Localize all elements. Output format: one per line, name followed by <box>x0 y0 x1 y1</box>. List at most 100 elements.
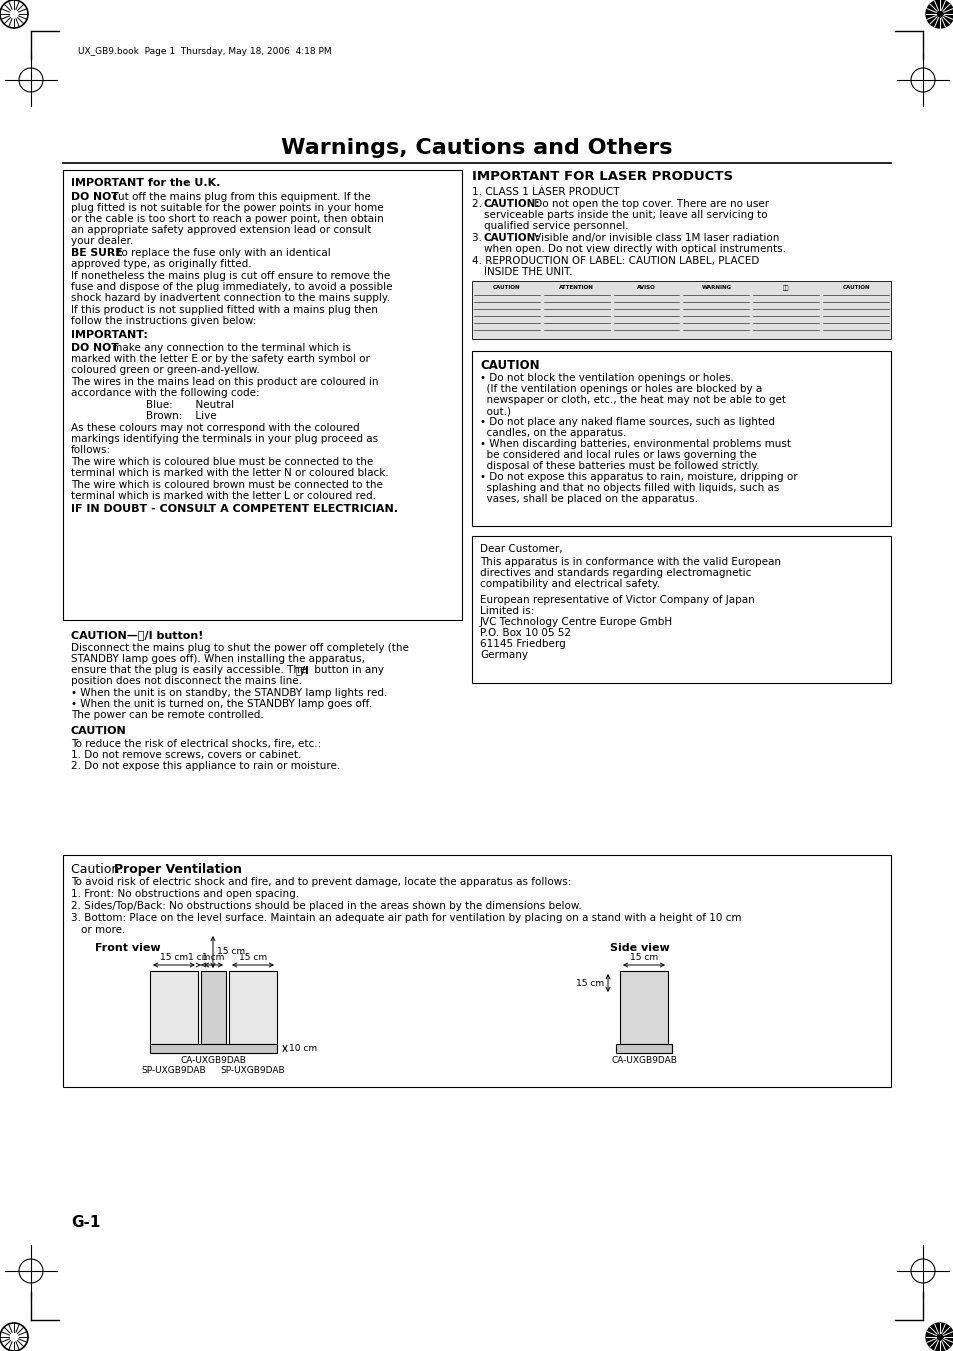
Text: 1. Front: No obstructions and open spacing.: 1. Front: No obstructions and open spaci… <box>71 889 299 898</box>
Text: vases, shall be placed on the apparatus.: vases, shall be placed on the apparatus. <box>479 494 698 504</box>
Text: or the cable is too short to reach a power point, then obtain: or the cable is too short to reach a pow… <box>71 213 383 224</box>
Text: position does not disconnect the mains line.: position does not disconnect the mains l… <box>71 676 302 686</box>
Text: Side view: Side view <box>609 943 669 952</box>
Text: coloured green or green-and-yellow.: coloured green or green-and-yellow. <box>71 365 259 376</box>
Text: when open. Do not view directly with optical instruments.: when open. Do not view directly with opt… <box>483 245 785 254</box>
Text: splashing and that no objects filled with liquids, such as: splashing and that no objects filled wit… <box>479 484 779 493</box>
Text: CAUTION: CAUTION <box>479 359 539 372</box>
Text: marked with the letter E or by the safety earth symbol or: marked with the letter E or by the safet… <box>71 354 370 363</box>
Bar <box>201 971 226 1044</box>
Text: BE SURE: BE SURE <box>71 249 123 258</box>
Text: IMPORTANT:: IMPORTANT: <box>71 330 148 340</box>
Text: To avoid risk of electric shock and fire, and to prevent damage, locate the appa: To avoid risk of electric shock and fire… <box>71 877 571 888</box>
Circle shape <box>925 1323 953 1351</box>
Bar <box>472 351 890 526</box>
Text: 1 cm: 1 cm <box>202 952 225 962</box>
Text: STANDBY lamp goes off). When installing the apparatus,: STANDBY lamp goes off). When installing … <box>71 654 365 663</box>
Text: Front view: Front view <box>95 943 160 952</box>
Text: 4. REPRODUCTION OF LABEL: CAUTION LABEL, PLACED: 4. REPRODUCTION OF LABEL: CAUTION LABEL,… <box>472 255 759 266</box>
Text: 3. Bottom: Place on the level surface. Maintain an adequate air path for ventila: 3. Bottom: Place on the level surface. M… <box>71 913 740 923</box>
Bar <box>63 170 461 620</box>
Text: Proper Ventilation: Proper Ventilation <box>113 863 242 875</box>
Text: • Do not expose this apparatus to rain, moisture, dripping or: • Do not expose this apparatus to rain, … <box>479 471 797 482</box>
Text: CAUTION:: CAUTION: <box>483 199 540 209</box>
Text: JVC Technology Centre Europe GmbH: JVC Technology Centre Europe GmbH <box>479 617 673 627</box>
Text: CAUTION—⏻/I button!: CAUTION—⏻/I button! <box>71 630 203 640</box>
Text: UX_GB9.book  Page 1  Thursday, May 18, 2006  4:18 PM: UX_GB9.book Page 1 Thursday, May 18, 200… <box>78 47 332 57</box>
Text: newspaper or cloth, etc., the heat may not be able to get: newspaper or cloth, etc., the heat may n… <box>479 394 785 405</box>
Text: • When discarding batteries, environmental problems must: • When discarding batteries, environment… <box>479 439 790 449</box>
Text: 15 cm: 15 cm <box>629 952 658 962</box>
Text: disposal of these batteries must be followed strictly.: disposal of these batteries must be foll… <box>479 461 759 471</box>
Text: • When the unit is on standby, the STANDBY lamp lights red.: • When the unit is on standby, the STAND… <box>71 688 387 698</box>
Text: If this product is not supplied fitted with a mains plug then: If this product is not supplied fitted w… <box>71 305 377 315</box>
Text: 15 cm: 15 cm <box>216 947 245 957</box>
Text: CA-UXGB9DAB: CA-UXGB9DAB <box>611 1056 677 1065</box>
Text: DO NOT: DO NOT <box>71 192 118 203</box>
Text: Disconnect the mains plug to shut the power off completely (the: Disconnect the mains plug to shut the po… <box>71 643 409 653</box>
Text: G-1: G-1 <box>71 1215 100 1229</box>
Text: 10 cm: 10 cm <box>289 1044 316 1052</box>
Text: This apparatus is in conformance with the valid European: This apparatus is in conformance with th… <box>479 557 781 567</box>
Text: 1. CLASS 1 LASER PRODUCT: 1. CLASS 1 LASER PRODUCT <box>472 186 618 197</box>
Text: 1 cm: 1 cm <box>188 952 211 962</box>
Text: WARNING: WARNING <box>700 285 731 290</box>
Text: or more.: or more. <box>81 925 125 935</box>
Text: fuse and dispose of the plug immediately, to avoid a possible: fuse and dispose of the plug immediately… <box>71 282 392 292</box>
Text: approved type, as originally fitted.: approved type, as originally fitted. <box>71 259 252 269</box>
Text: 3.: 3. <box>472 232 485 243</box>
Text: markings identifying the terminals in your plug proceed as: markings identifying the terminals in yo… <box>71 434 377 444</box>
Text: 2. Sides/Top/Back: No obstructions should be placed in the areas shown by the di: 2. Sides/Top/Back: No obstructions shoul… <box>71 901 581 911</box>
Text: P.O. Box 10 05 52: P.O. Box 10 05 52 <box>479 628 571 638</box>
Text: • Do not place any naked flame sources, such as lighted: • Do not place any naked flame sources, … <box>479 417 774 427</box>
Text: 15 cm: 15 cm <box>160 952 188 962</box>
Text: If nonetheless the mains plug is cut off ensure to remove the: If nonetheless the mains plug is cut off… <box>71 272 390 281</box>
Text: serviceable parts inside the unit; leave all servicing to: serviceable parts inside the unit; leave… <box>483 209 767 220</box>
Text: Warnings, Cautions and Others: Warnings, Cautions and Others <box>281 138 672 158</box>
Text: As these colours may not correspond with the coloured: As these colours may not correspond with… <box>71 423 359 434</box>
Text: • Do not block the ventilation openings or holes.: • Do not block the ventilation openings … <box>479 373 733 382</box>
Text: INSIDE THE UNIT.: INSIDE THE UNIT. <box>483 267 572 277</box>
Circle shape <box>925 0 953 28</box>
Text: Blue:       Neutral: Blue: Neutral <box>146 400 233 409</box>
Text: qualified service personnel.: qualified service personnel. <box>483 222 628 231</box>
Text: be considered and local rules or laws governing the: be considered and local rules or laws go… <box>479 450 756 459</box>
Text: The wires in the mains lead on this product are coloured in: The wires in the mains lead on this prod… <box>71 377 378 386</box>
Text: ATTENTION: ATTENTION <box>558 285 594 290</box>
Text: your dealer.: your dealer. <box>71 236 133 246</box>
Text: CAUTION:: CAUTION: <box>483 232 540 243</box>
Text: 注意: 注意 <box>782 285 789 290</box>
Text: candles, on the apparatus.: candles, on the apparatus. <box>479 428 626 438</box>
Text: cut off the mains plug from this equipment. If the: cut off the mains plug from this equipme… <box>109 192 371 203</box>
Text: Germany: Germany <box>479 650 527 661</box>
Text: compatibility and electrical safety.: compatibility and electrical safety. <box>479 580 659 589</box>
Text: IMPORTANT for the U.K.: IMPORTANT for the U.K. <box>71 178 220 188</box>
Text: terminal which is marked with the letter L or coloured red.: terminal which is marked with the letter… <box>71 490 375 501</box>
Text: ensure that the plug is easily accessible. The: ensure that the plug is easily accessibl… <box>71 665 310 676</box>
Text: CA-UXGB9DAB: CA-UXGB9DAB <box>180 1056 246 1065</box>
Text: accordance with the following code:: accordance with the following code: <box>71 388 259 399</box>
Text: Limited is:: Limited is: <box>479 607 534 616</box>
Text: 2.: 2. <box>472 199 485 209</box>
Text: 61145 Friedberg: 61145 Friedberg <box>479 639 565 648</box>
Text: Dear Customer,: Dear Customer, <box>479 544 562 554</box>
Text: Brown:    Live: Brown: Live <box>146 411 216 422</box>
Text: AVISO: AVISO <box>637 285 656 290</box>
Text: an appropriate safety approved extension lead or consult: an appropriate safety approved extension… <box>71 226 371 235</box>
Text: DO NOT: DO NOT <box>71 343 118 353</box>
Bar <box>63 855 890 1088</box>
Text: out.): out.) <box>479 407 511 416</box>
Text: IMPORTANT FOR LASER PRODUCTS: IMPORTANT FOR LASER PRODUCTS <box>472 170 732 182</box>
Text: The wire which is coloured brown must be connected to the: The wire which is coloured brown must be… <box>71 480 382 490</box>
Text: Caution:: Caution: <box>71 863 128 875</box>
Text: plug fitted is not suitable for the power points in your home: plug fitted is not suitable for the powe… <box>71 203 383 213</box>
Bar <box>229 971 276 1044</box>
Text: 15 cm: 15 cm <box>238 952 267 962</box>
Text: ⏻/I: ⏻/I <box>295 665 310 676</box>
Bar <box>472 281 890 339</box>
Text: IF IN DOUBT - CONSULT A COMPETENT ELECTRICIAN.: IF IN DOUBT - CONSULT A COMPETENT ELECTR… <box>71 504 397 513</box>
Text: CAUTION: CAUTION <box>841 285 869 290</box>
Text: SP-UXGB9DAB: SP-UXGB9DAB <box>142 1066 206 1075</box>
Text: Visible and/or invisible class 1M laser radiation: Visible and/or invisible class 1M laser … <box>531 232 779 243</box>
Text: CAUTION: CAUTION <box>493 285 520 290</box>
